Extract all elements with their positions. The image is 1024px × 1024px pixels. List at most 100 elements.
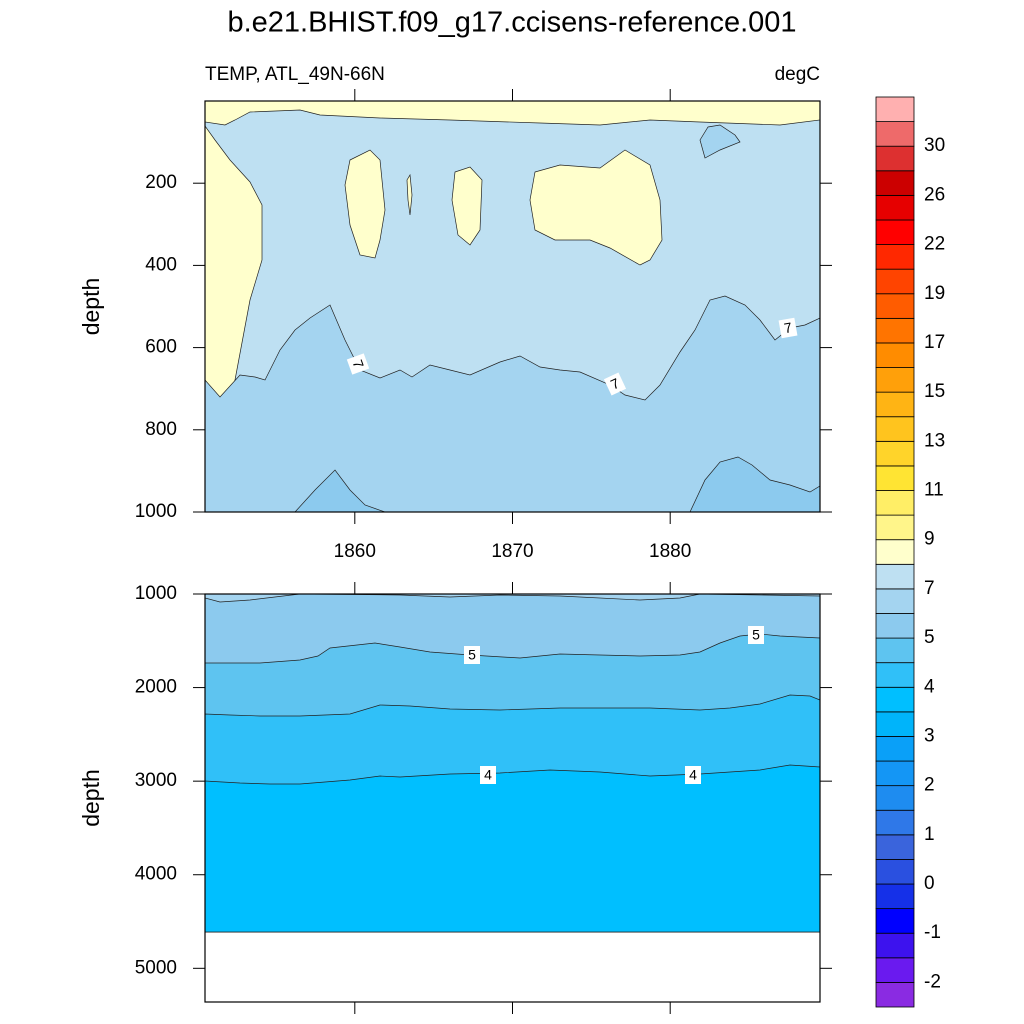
- colorbar-label: 4: [924, 676, 935, 697]
- title: b.e21.BHIST.f09_g17.ccisens-reference.00…: [227, 7, 796, 39]
- colorbar-box: [875, 317, 915, 344]
- colorbar-label: 11: [924, 480, 944, 501]
- colorbar-box: [875, 367, 915, 393]
- contour-label-box: [464, 646, 480, 664]
- colorbar-label: 17: [924, 332, 945, 353]
- contour-label: 5: [464, 646, 480, 664]
- y-tick-label: 4000: [135, 864, 177, 885]
- colorbar-box: [875, 194, 915, 221]
- colorbar-label: 7: [924, 578, 935, 599]
- colorbar-box: [875, 686, 915, 713]
- colorbar-box: [875, 121, 915, 147]
- colorbar-box: [875, 244, 915, 270]
- colorbar-box: [875, 342, 915, 368]
- colorbar-label: 5: [924, 627, 935, 648]
- colorbar-label: 19: [924, 283, 945, 304]
- colorbar-box: [875, 96, 915, 122]
- left-string: TEMP, ATL_49N-66N: [205, 64, 385, 85]
- colorbar-box: [875, 563, 915, 590]
- colorbar-label: 15: [924, 381, 945, 402]
- colorbar-box: [875, 957, 915, 983]
- contour-label-box: [603, 372, 627, 396]
- colorbar-label: -2: [924, 971, 941, 992]
- colorbar-box: [875, 785, 915, 811]
- region: [204, 593, 821, 603]
- right-string: degC: [775, 64, 820, 85]
- region: [204, 295, 821, 513]
- colorbar-box: [875, 736, 915, 762]
- region: [699, 124, 741, 159]
- y-tick-label: 600: [145, 337, 177, 358]
- colorbar-box: [875, 514, 915, 541]
- region: [204, 764, 821, 933]
- contour-fill-top: [204, 100, 821, 513]
- contour-label-box: [346, 353, 370, 375]
- y-tick-label: 5000: [135, 957, 177, 978]
- contour-label-box: [480, 766, 496, 784]
- contour-label-box: [778, 317, 798, 339]
- y-tick-label: 1000: [135, 583, 177, 604]
- contour-label-box: [685, 766, 701, 784]
- contour-label-text: 5: [752, 627, 760, 643]
- colorbar-label: 2: [924, 775, 935, 796]
- colorbar-box: [875, 637, 915, 664]
- contour-label-box: [748, 626, 764, 644]
- region: [406, 173, 413, 216]
- y-axis-label: depth: [78, 769, 104, 827]
- colorbar-box: [875, 711, 915, 737]
- contour-fill-bottom: [204, 593, 821, 933]
- contour-label-text: 4: [689, 767, 697, 783]
- colorbar-box: [875, 170, 915, 196]
- colorbar-box: [875, 293, 915, 319]
- contour-label-text: 7: [783, 319, 794, 336]
- colorbar-box: [875, 834, 915, 860]
- colorbar-box: [875, 440, 915, 467]
- colorbar-box: [875, 268, 915, 295]
- x-tick-label: 1880: [649, 541, 691, 562]
- colorbar-box: [875, 145, 915, 172]
- contour-label: 7: [346, 353, 370, 375]
- colorbar-label: 9: [924, 529, 935, 550]
- colorbar-label: 1: [924, 824, 935, 845]
- colorbar-label: 22: [924, 234, 945, 255]
- colorbar-label: 3: [924, 725, 935, 746]
- y-tick-label: 2000: [135, 677, 177, 698]
- colorbar-label: 30: [924, 135, 945, 156]
- colorbar-label: 0: [924, 873, 935, 894]
- colorbar-box: [875, 465, 915, 491]
- colorbar-box: [875, 539, 915, 565]
- y-tick-label: 3000: [135, 770, 177, 791]
- x-tick-label: 1860: [334, 541, 376, 562]
- contour-label: 7: [778, 317, 798, 339]
- contour-label: 7: [603, 372, 627, 396]
- colorbar-label: 13: [924, 430, 945, 451]
- contour-label: 4: [685, 766, 701, 784]
- colorbar-box: [875, 809, 915, 836]
- colorbar-box: [875, 588, 915, 614]
- colorbar-label: -1: [924, 922, 941, 943]
- y-tick-label: 800: [145, 419, 177, 440]
- colorbar-box: [875, 662, 915, 688]
- contour-label: 4: [480, 766, 496, 784]
- colorbar-box: [875, 859, 915, 885]
- region: [529, 149, 663, 266]
- colorbar-box: [875, 982, 915, 1008]
- contour-label-text: 5: [468, 647, 476, 663]
- colorbar-box: [875, 883, 915, 910]
- colorbar-box: [875, 391, 915, 418]
- colorbar-box: [875, 613, 915, 639]
- colorbar-box: [875, 932, 915, 959]
- y-tick-label: 400: [145, 254, 177, 275]
- x-tick-label: 1870: [491, 541, 533, 562]
- y-tick-label: 1000: [135, 501, 177, 522]
- region: [451, 166, 483, 246]
- colorbar-box: [875, 760, 915, 787]
- contour-label-text: 4: [484, 767, 492, 783]
- colorbar-box: [875, 490, 915, 516]
- colorbar-box: [875, 219, 915, 245]
- region: [204, 100, 821, 126]
- contour-label: 5: [748, 626, 764, 644]
- colorbar-box: [875, 908, 915, 934]
- colorbar-box: [875, 416, 915, 442]
